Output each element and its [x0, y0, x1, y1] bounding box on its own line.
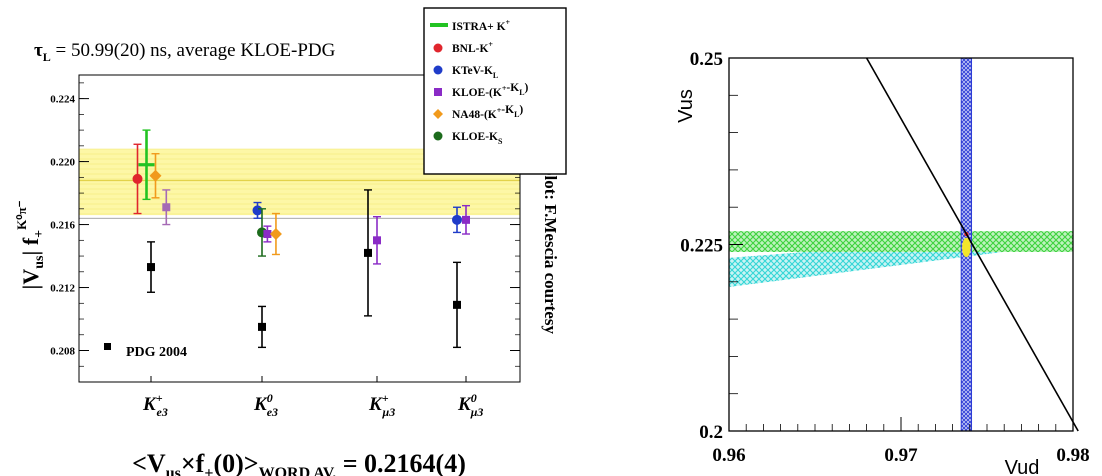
data-point [452, 214, 462, 225]
left-y-label-sub2: + [32, 230, 47, 238]
x-category-label: K+ μ3 [368, 391, 395, 419]
right-chart: 0.2 0.225 0.25 0.96 0.97 0.98 Vud Vus [675, 49, 1090, 476]
data-point [462, 215, 470, 224]
y-tick-label: 0.220 [50, 157, 75, 169]
legend-label: BNL-K+ [452, 40, 493, 55]
formula-mid: ×f [181, 449, 205, 476]
y-tick-label: 0.208 [50, 346, 75, 358]
y-axis-label: Vus [675, 89, 697, 123]
left-y-label-sub: us [32, 255, 47, 269]
legend-label: NA48-(K+-KL) [452, 104, 523, 121]
legend-marker [433, 131, 443, 141]
data-point [269, 228, 282, 241]
left-header: τL = 50.99(20) ns, average KLOE-PDG [34, 40, 336, 64]
legend-marker [430, 23, 448, 27]
legend-label: ISTRA+ K+ [452, 18, 511, 33]
y-tick-label: 0.212 [50, 283, 75, 295]
left-chart: τL = 50.99(20) ns, average KLOE-PDG 0.20… [14, 7, 567, 476]
data-point [132, 173, 143, 184]
y-tick-label: 0.225 [680, 236, 723, 257]
formula-sub2: + [204, 465, 213, 476]
bottom-formula: <Vus×f+(0)>WORD AV. = 0.2164(4) [132, 449, 466, 476]
left-header-tau: τ [34, 40, 43, 61]
legend-label: KLOE-(K+-KL) [452, 82, 529, 99]
legend-frame [423, 7, 567, 175]
credit-text: plot: F.Mescia courtesy [541, 166, 560, 334]
legend-label: KTeV-KL [452, 65, 498, 80]
data-point [149, 169, 162, 182]
data-point [258, 322, 266, 331]
formula-sub1: us [166, 465, 181, 476]
legend-box: ISTRA+ K+ BNL-K+ KTeV-KL KLOE-(K+-KL) NA48-(… [423, 7, 567, 175]
x-category-label: K0 μ3 [457, 391, 483, 419]
x-category-label: K0 e3 [253, 391, 278, 419]
legend-marker [433, 65, 443, 75]
y-tick-label: 0.224 [50, 94, 75, 106]
y-tick-label: 0.216 [50, 220, 75, 232]
data-point [373, 236, 381, 245]
green-band [729, 231, 1073, 252]
left-y-label-sup: K⁰π⁻ [14, 200, 29, 229]
data-point [453, 300, 461, 309]
unitarity-line [865, 57, 1079, 432]
pdg-legend-label: PDG 2004 [126, 345, 187, 360]
y-tick-label: 0.2 [699, 422, 723, 443]
data-point [252, 205, 263, 216]
data-point [162, 203, 171, 212]
x-tick-label: 0.98 [1056, 445, 1089, 466]
legend-marker [433, 43, 443, 53]
x-tick-label: 0.96 [712, 445, 745, 466]
left-plot-frame [78, 74, 521, 383]
legend-label: KLOE-KS [452, 131, 503, 146]
x-tick-label: 0.97 [884, 445, 918, 466]
formula-sub3: WORD AV. [259, 465, 337, 476]
data-point [364, 248, 372, 257]
formula-rest: = 0.2164(4) [336, 449, 466, 476]
left-y-label-rest: | f [18, 237, 43, 255]
left-header-tau-sub: L [43, 50, 51, 64]
legend-marker [434, 88, 442, 96]
legend-marker [433, 109, 443, 119]
x-category-label: K+ e3 [142, 391, 168, 419]
right-plot-area: 0.2 0.225 0.25 0.96 0.97 0.98 Vud Vus [675, 49, 1090, 476]
formula-paren: (0)> [213, 449, 258, 476]
data-point [147, 263, 155, 272]
left-y-label-main: |V [18, 269, 43, 290]
formula-open: <V [132, 449, 166, 476]
y-tick-label: 0.25 [690, 49, 723, 70]
left-header-rest: = 50.99(20) ns, average KLOE-PDG [51, 40, 336, 61]
data-point [138, 163, 155, 167]
x-axis-label: Vud [1005, 457, 1040, 476]
fit-ellipse [962, 237, 971, 258]
left-y-axis-label: |Vus| f+K⁰π⁻ [14, 200, 47, 289]
pdg-legend-marker [104, 343, 111, 350]
data-point [263, 230, 272, 239]
